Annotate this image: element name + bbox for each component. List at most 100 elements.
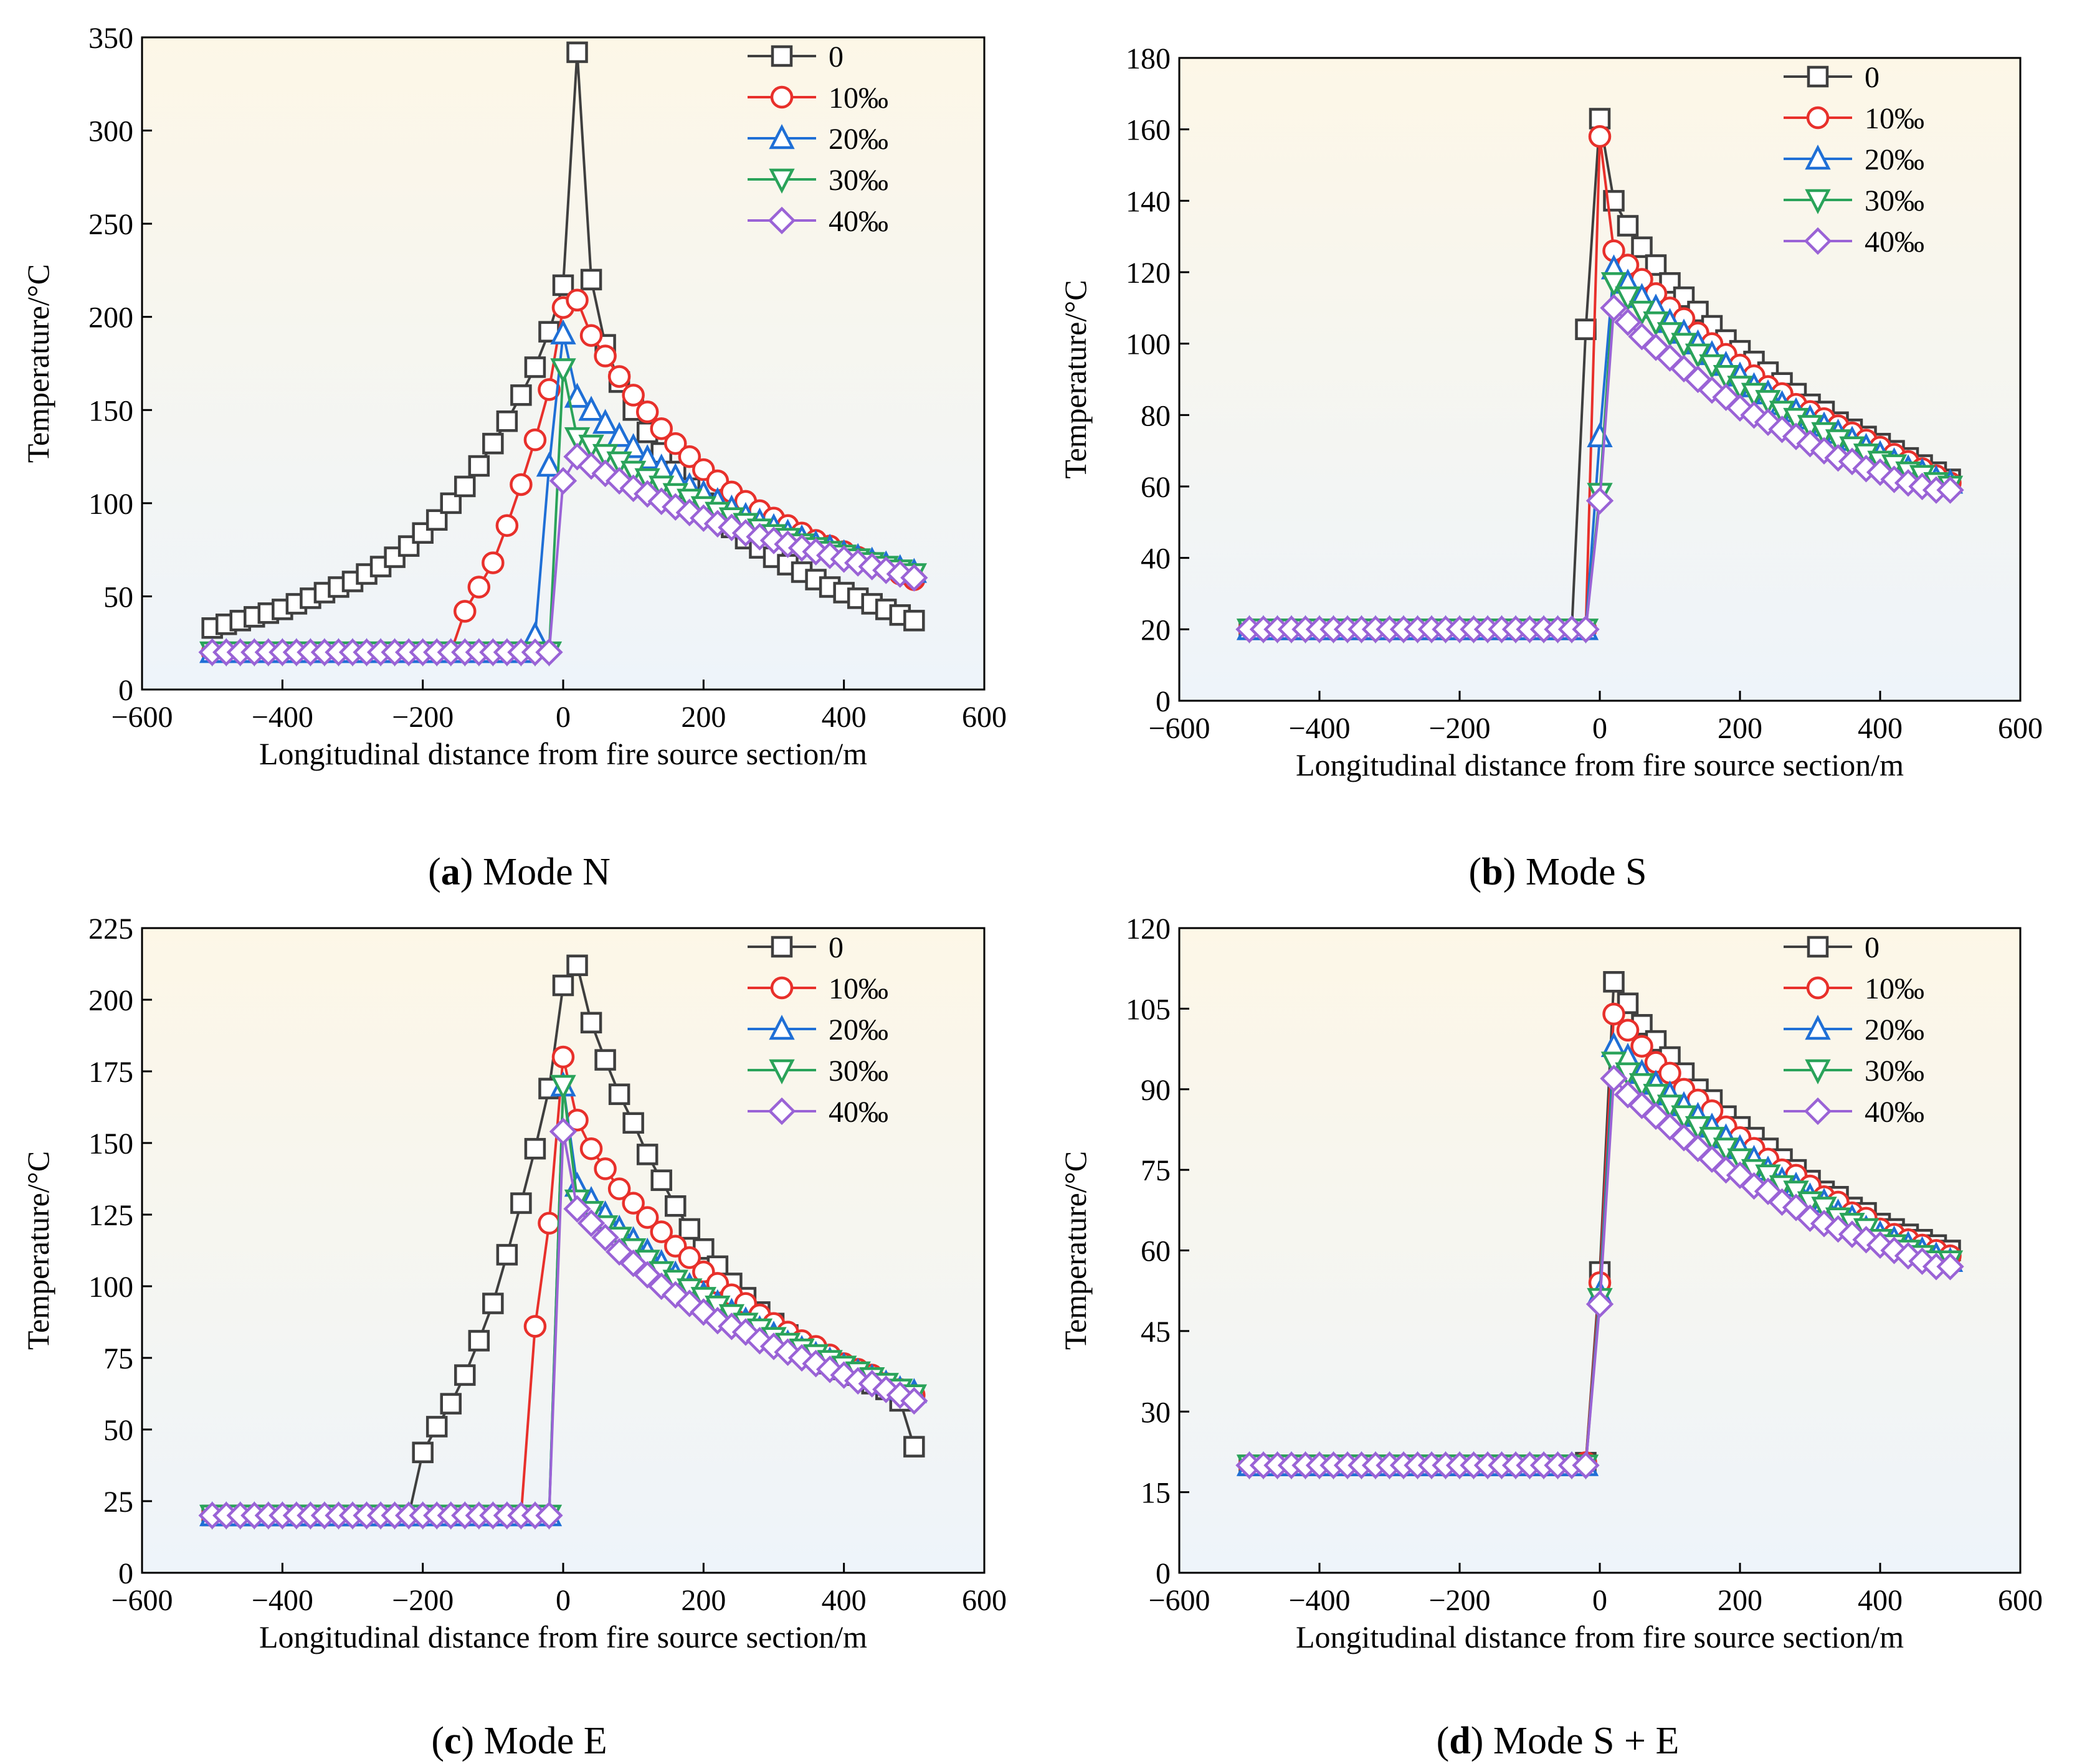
data-point: [384, 546, 406, 568]
x-tick-label: 400: [822, 1584, 867, 1617]
data-point: [1572, 615, 1600, 643]
data-point: [510, 1192, 532, 1214]
data-point: [510, 384, 532, 406]
data-point: [523, 1315, 547, 1338]
y-axis-label: Temperature/°C: [21, 1151, 55, 1350]
data-point: [550, 1074, 576, 1100]
caption-c: (c) Mode E: [431, 1720, 607, 1762]
data-point: [538, 378, 561, 401]
y-tick-label: 15: [1141, 1477, 1171, 1510]
data-point: [482, 432, 504, 455]
data-point: [1936, 476, 1964, 504]
y-tick-label: 80: [1141, 399, 1171, 432]
y-tick-label: 350: [88, 22, 133, 55]
data-point: [496, 410, 518, 432]
data-point: [468, 455, 490, 477]
data-point: [650, 1220, 673, 1243]
legend-label: 0: [829, 40, 844, 74]
chart-a: −600 −400 −200 0 200 400 600 0 50 100 150 200 250 300…: [21, 22, 1007, 771]
data-point: [495, 514, 519, 538]
x-tick-label: 600: [1998, 1584, 2043, 1617]
y-tick-label: 0: [1156, 1557, 1171, 1590]
legend-marker: [1807, 936, 1829, 958]
legend-label: 20‰: [1865, 1013, 1924, 1046]
data-point: [664, 432, 687, 455]
data-point: [510, 473, 533, 496]
x-tick-label: −600: [111, 1584, 173, 1617]
data-point: [1631, 236, 1653, 258]
data-point: [549, 467, 577, 495]
caption-text: Mode S: [1525, 851, 1647, 893]
data-point: [536, 452, 563, 477]
legend-marker: [769, 168, 795, 194]
chart-d: −600 −400 −200 0 200 400 600 0 15 30 45 60 75 90 105 12…: [1058, 913, 2043, 1654]
chart-b: −600 −400 −200 0 200 400 600 0 20 40 60 80 100 120 140…: [1058, 42, 2043, 782]
data-point: [805, 569, 827, 590]
y-axis-label: Temperature/°C: [21, 264, 55, 463]
x-tick-label: 0: [556, 701, 571, 734]
data-point: [591, 1223, 619, 1251]
y-tick-label: 100: [1126, 328, 1171, 361]
legend-marker: [1806, 106, 1830, 130]
y-tick-label: 50: [103, 1414, 133, 1447]
legend-label: 40‰: [1865, 1096, 1924, 1129]
data-point: [580, 1012, 602, 1034]
legend-marker: [769, 124, 795, 149]
series-4: [1235, 294, 1964, 643]
y-tick-label: 120: [1126, 913, 1171, 946]
data-point: [592, 409, 619, 434]
data-point: [578, 396, 604, 421]
x-tick-label: −400: [1288, 712, 1350, 745]
x-axis-label: Longitudinal distance from fire source s…: [1296, 1619, 1904, 1654]
caption-text: Mode E: [483, 1720, 607, 1762]
data-point: [622, 1192, 645, 1215]
x-tick-label: −200: [1428, 712, 1490, 745]
series-4: [1235, 1065, 1964, 1479]
data-point: [552, 974, 574, 997]
legend-label: 0: [829, 931, 844, 964]
legend-label: 30‰: [1865, 1055, 1924, 1088]
data-point: [1600, 1065, 1628, 1093]
data-point: [1616, 1018, 1640, 1042]
y-tick-label: 200: [88, 301, 133, 334]
data-point: [535, 1501, 563, 1530]
data-point: [563, 1195, 591, 1223]
y-tick-label: 225: [88, 913, 133, 946]
series-4: [198, 1117, 928, 1530]
legend-marker: [771, 936, 793, 958]
data-point: [636, 1144, 658, 1165]
legend-marker: [1805, 145, 1831, 170]
legend: 0 10‰ 20‰ 30‰ 40‰: [748, 40, 888, 238]
data-point: [1617, 215, 1639, 237]
caption-text: Mode S + E: [1493, 1720, 1680, 1762]
x-tick-label: −400: [1288, 1584, 1350, 1617]
x-tick-label: −600: [1148, 712, 1210, 745]
y-tick-label: 50: [103, 581, 133, 614]
legend-label: 40‰: [1865, 225, 1924, 258]
y-tick-label: 75: [103, 1342, 133, 1375]
data-point: [482, 1292, 504, 1314]
x-tick-label: 0: [1592, 712, 1607, 745]
x-tick-label: 400: [1858, 1584, 1903, 1617]
legend-marker: [1804, 1097, 1832, 1126]
data-point: [665, 1195, 687, 1217]
caption-text: Mode N: [482, 851, 611, 893]
legend-label: 10‰: [829, 972, 888, 1005]
data-point: [1585, 1290, 1614, 1318]
data-point: [440, 1393, 462, 1415]
legend-marker: [1805, 189, 1831, 214]
x-tick-label: 200: [681, 701, 726, 734]
data-point: [467, 576, 491, 599]
x-axis-label: Longitudinal distance from fire source s…: [259, 736, 867, 771]
legend-label: 0: [1865, 931, 1880, 964]
data-point: [566, 288, 589, 312]
x-tick-label: 400: [822, 701, 867, 734]
legend: 0 10‰ 20‰ 30‰ 40‰: [748, 931, 888, 1129]
data-point: [607, 1177, 631, 1200]
legend-marker: [1807, 65, 1829, 88]
x-tick-label: 600: [962, 1584, 1007, 1617]
legend-label: 20‰: [829, 1013, 888, 1046]
x-tick-label: 200: [1718, 712, 1762, 745]
data-point: [1630, 1035, 1653, 1058]
